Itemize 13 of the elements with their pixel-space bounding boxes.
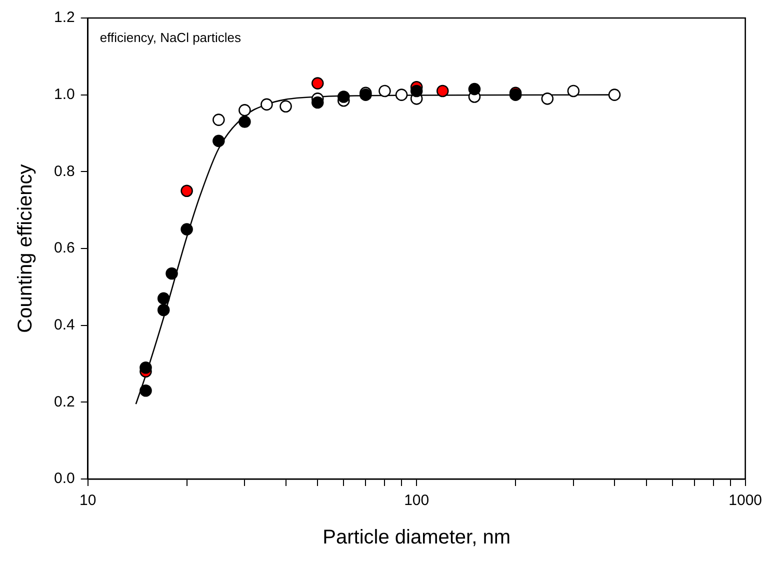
annotation: efficiency, NaCl particles bbox=[100, 30, 242, 46]
x-axis-title: Particle diameter, nm bbox=[322, 526, 511, 549]
y-tick-label: 0.2 bbox=[54, 393, 75, 410]
x-tick-label: 1000 bbox=[728, 492, 762, 510]
y-tick-label: 0.0 bbox=[54, 470, 75, 488]
x-tick-label: 10 bbox=[80, 492, 96, 510]
y-tick-label: 1.0 bbox=[54, 86, 75, 103]
y-tick-label: 1.2 bbox=[54, 9, 75, 26]
y-tick-label: 0.6 bbox=[54, 240, 75, 257]
y-tick-label: 0.8 bbox=[54, 162, 75, 180]
x-tick-label: 100 bbox=[404, 492, 430, 510]
y-axis-title: Counting efficiency bbox=[14, 164, 37, 333]
y-tick-label: 0.4 bbox=[54, 316, 75, 334]
